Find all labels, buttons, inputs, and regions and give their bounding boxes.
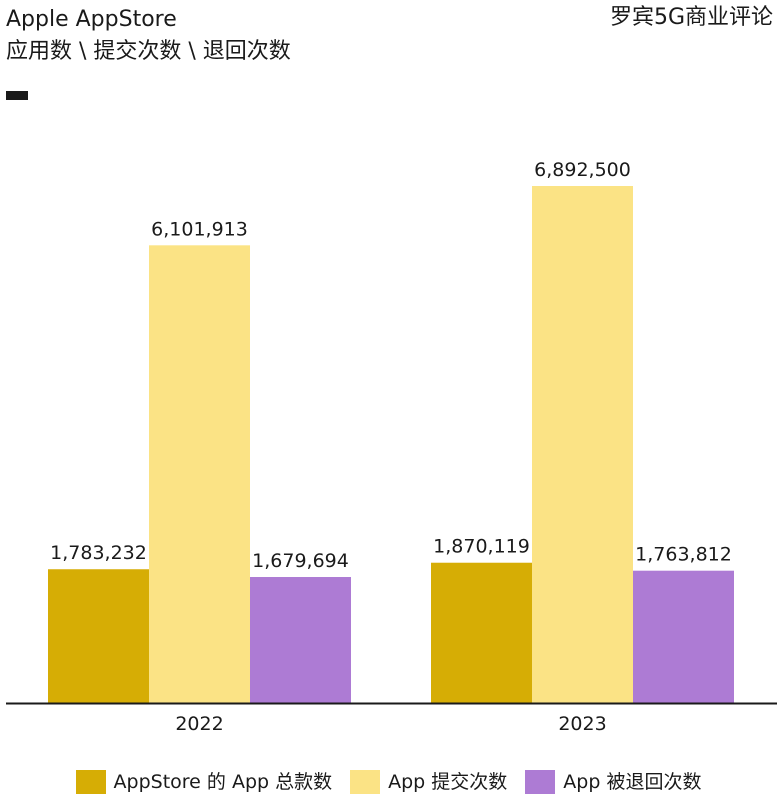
legend-label-total: AppStore 的 App 总款数	[113, 771, 333, 793]
data-label-2023-series-2: 1,763,812	[635, 544, 732, 566]
chart-title-line2: 应用数 \ 提交次数 \ 退回次数	[6, 39, 291, 64]
bar-2023-series-1	[532, 186, 633, 703]
data-label-2023-series-0: 1,870,119	[433, 536, 530, 558]
chart-title: Apple AppStore 应用数 \ 提交次数 \ 退回次数	[6, 4, 291, 68]
bar-2023-series-2	[633, 570, 734, 703]
chart-legend: AppStore 的 App 总款数 App 提交次数 App 被退回次数	[0, 768, 777, 796]
data-label-2022-series-2: 1,679,694	[252, 550, 349, 572]
legend-item-rejections: App 被退回次数	[525, 768, 701, 796]
chart-title-line1: Apple AppStore	[6, 7, 177, 32]
legend-swatch-submissions	[350, 770, 381, 794]
data-label-2022-series-1: 6,101,913	[151, 218, 248, 240]
bar-chart: 1,783,232 6,101,913 1,679,694 2022 1,870,119…	[6, 159, 777, 735]
bar-2022-series-1	[149, 245, 250, 703]
bar-2022-series-0	[48, 569, 149, 703]
legend-item-submissions: App 提交次数	[350, 768, 507, 796]
x-tick-label-2022: 2022	[175, 713, 223, 735]
legend-swatch-rejections	[525, 770, 556, 794]
bar-2023-series-0	[431, 562, 532, 703]
brand-label: 罗宾5G商业评论	[609, 5, 773, 30]
bar-2022-series-2	[250, 577, 351, 703]
data-label-2023-series-1: 6,892,500	[534, 159, 631, 181]
title-marker	[6, 91, 28, 100]
x-tick-label-2023: 2023	[558, 713, 606, 735]
legend-label-rejections: App 被退回次数	[563, 771, 702, 793]
legend-label-submissions: App 提交次数	[388, 771, 508, 793]
legend-item-total: AppStore 的 App 总款数	[75, 768, 333, 796]
data-label-2022-series-0: 1,783,232	[50, 542, 147, 564]
legend-swatch-total	[75, 770, 106, 794]
